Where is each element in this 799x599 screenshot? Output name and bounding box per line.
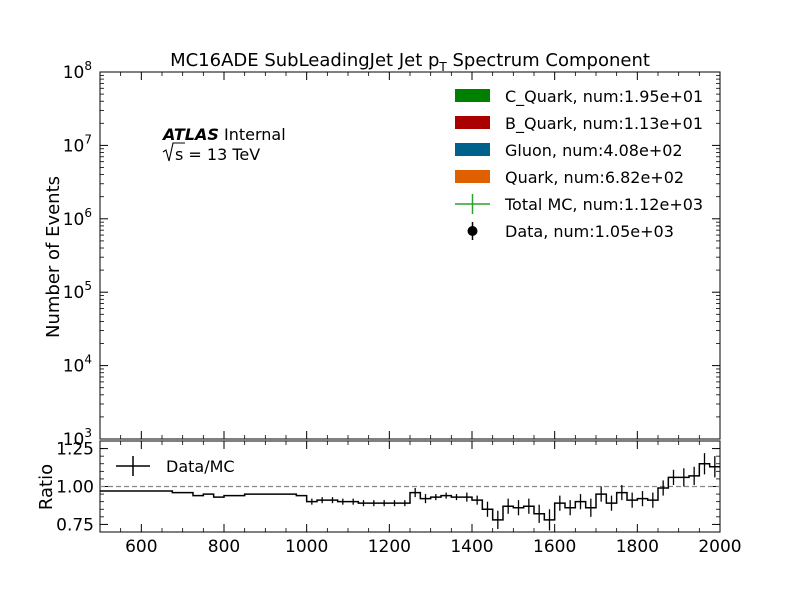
ratio-x-tick-label: 2000 [698,537,741,557]
legend-swatch [455,89,490,102]
main-legend: C_Quark, num:1.95e+01 B_Quark, num:1.13e+… [455,87,703,241]
legend-entry: C_Quark, num:1.95e+01 [455,87,703,107]
sqrt-sign-icon [162,142,185,162]
energy-label: s = 13 TeV [162,142,260,164]
main-y-tick-label: 108 [63,59,92,83]
ratio-y-ticks: 0.75 1.00 1.25 [56,440,720,535]
ratio-x-tick-label: 1200 [368,537,411,557]
main-y-tick-label: 103 [63,426,92,450]
ratio-x-tick-label: 1400 [450,537,493,557]
ratio-x-tick-label: 1800 [616,537,659,557]
legend-entry: B_Quark, num:1.13e+01 [455,114,703,134]
ratio-panel: 0.75 1.00 1.25 600 800 1000 1200 1400 1600 1800 2… [36,440,742,557]
legend-entry: Quark, num:6.82e+02 [455,168,684,187]
ratio-step-line [100,463,720,521]
ratio-y-tick-label: 1.25 [56,440,94,460]
ratio-y-axis-label: Ratio [36,464,57,510]
main-y-ticks: 103 104 105 106 107 108 [63,59,720,450]
legend-label: B_Quark, num:1.13e+01 [505,114,703,134]
ratio-x-tick-label: 1000 [285,537,328,557]
main-y-tick-label: 105 [63,279,92,303]
ratio-x-ticks: 600 800 1000 1200 1400 1600 1800 2000 [99,441,742,557]
main-y-tick-label: 107 [63,132,92,156]
ratio-series [100,453,720,531]
legend-data-point [467,226,478,236]
legend-label: Gluon, num:4.08e+02 [505,141,683,160]
legend-label: Total MC, num:1.12e+03 [504,195,703,214]
ratio-x-tick-label: 800 [208,537,240,557]
legend-label: Data, num:1.05e+03 [505,222,674,241]
chart-title: MC16ADE SubLeadingJet Jet pT Spectrum Co… [170,50,650,74]
ratio-x-tick-label: 600 [125,537,157,557]
legend-label: C_Quark, num:1.95e+01 [505,87,703,107]
legend-swatch [455,170,490,183]
legend-label: Quark, num:6.82e+02 [505,168,684,187]
legend-swatch [455,143,490,156]
ratio-y-tick-label: 0.75 [56,515,94,535]
energy-text: s = 13 TeV [175,145,260,164]
legend-entry: Data, num:1.05e+03 [467,222,674,241]
legend-entry: Total MC, num:1.12e+03 [455,194,703,214]
legend-entry: Gluon, num:4.08e+02 [455,141,683,160]
atlas-label: ATLAS Internal [161,125,286,144]
ratio-legend-label: Data/MC [166,457,235,476]
ratio-legend: Data/MC [116,456,235,476]
main-x-ticks [99,72,721,439]
main-y-axis-label: Number of Events [43,176,64,338]
main-y-tick-label: 106 [63,206,92,230]
ratio-y-tick-label: 1.00 [56,478,94,498]
main-panel: 103 104 105 106 107 108 Number of Events ATLA… [43,59,721,450]
legend-swatch [455,116,490,129]
main-y-tick-label: 104 [63,353,92,377]
ratio-x-tick-label: 1600 [533,537,576,557]
